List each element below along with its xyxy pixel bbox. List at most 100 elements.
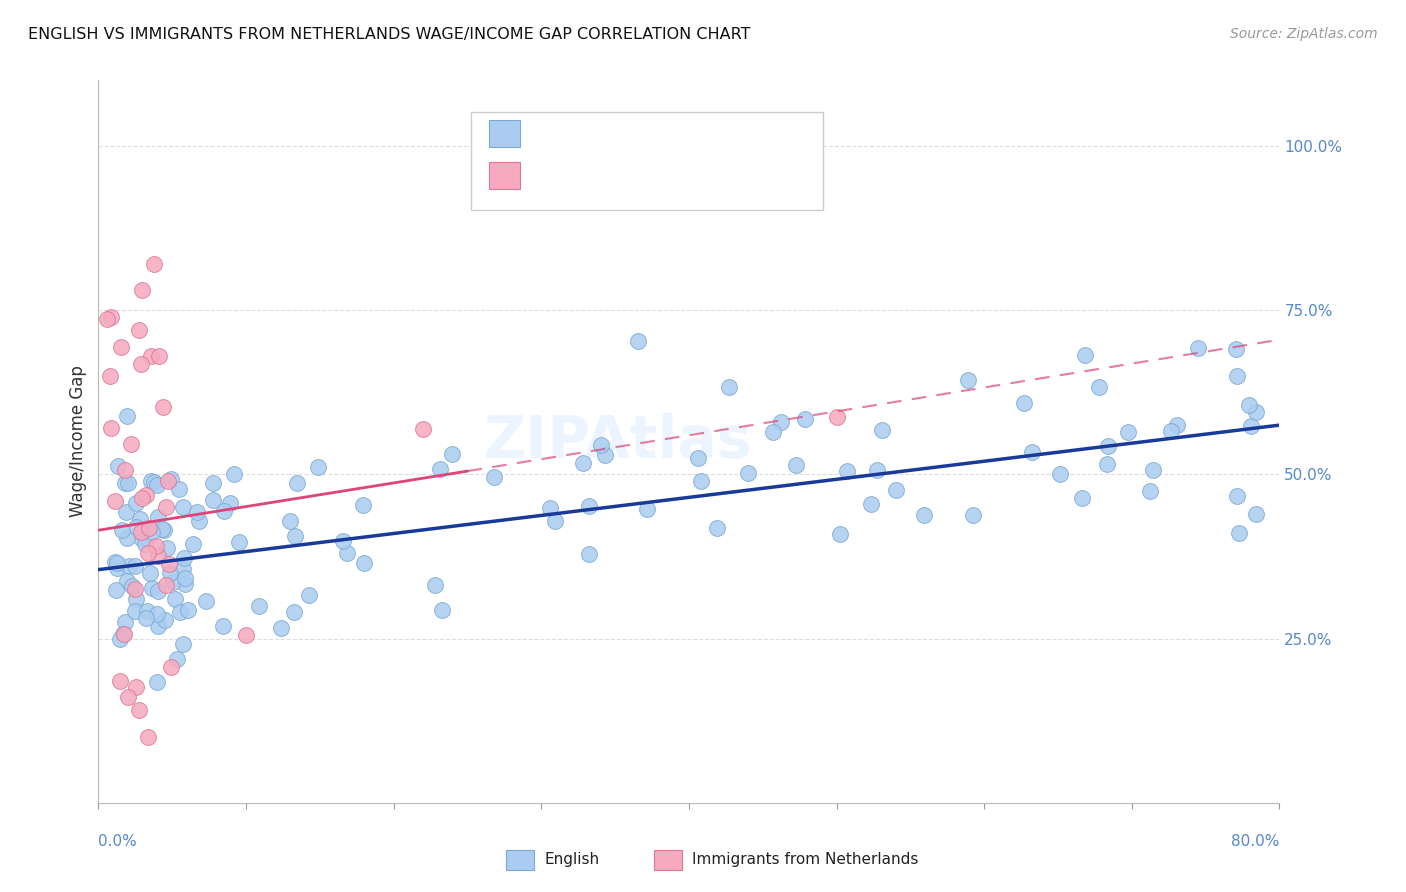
Point <box>336 546 359 560</box>
Point <box>136 546 159 560</box>
Point <box>1142 463 1164 477</box>
Point <box>108 673 131 688</box>
Point <box>441 447 464 461</box>
Point <box>187 514 209 528</box>
Point <box>146 607 169 622</box>
Point <box>155 500 177 514</box>
Point <box>962 508 984 523</box>
Point <box>129 512 152 526</box>
Text: ENGLISH VS IMMIGRANTS FROM NETHERLANDS WAGE/INCOME GAP CORRELATION CHART: ENGLISH VS IMMIGRANTS FROM NETHERLANDS W… <box>28 27 751 42</box>
Point <box>114 615 136 629</box>
Point <box>134 537 156 551</box>
Point <box>1073 347 1095 361</box>
Point <box>1049 467 1071 482</box>
Point <box>117 690 139 705</box>
Point <box>115 574 138 589</box>
Point <box>870 423 893 437</box>
Text: R =: R = <box>531 167 562 185</box>
Point <box>110 341 132 355</box>
Point <box>172 562 194 576</box>
Point <box>159 566 181 580</box>
Point <box>135 487 157 501</box>
Point <box>177 603 200 617</box>
Point <box>912 508 935 522</box>
Point <box>129 357 152 371</box>
Point <box>104 583 127 598</box>
Point <box>353 556 375 570</box>
Point <box>124 519 146 533</box>
Point <box>865 462 887 476</box>
Point <box>150 522 173 536</box>
Point <box>593 448 616 462</box>
Point <box>219 496 242 510</box>
Point <box>139 349 162 363</box>
Point <box>124 558 146 573</box>
Point <box>124 591 146 606</box>
Point <box>202 492 225 507</box>
Point <box>429 462 451 476</box>
Point <box>110 632 132 647</box>
Point <box>148 509 170 524</box>
Text: Source: ZipAtlas.com: Source: ZipAtlas.com <box>1230 27 1378 41</box>
Point <box>141 581 163 595</box>
Point <box>332 534 354 549</box>
Point <box>152 400 174 414</box>
Point <box>589 438 612 452</box>
Point <box>860 497 883 511</box>
Point <box>1012 396 1035 410</box>
Point <box>1088 379 1111 393</box>
Point <box>578 499 600 513</box>
Point <box>105 556 128 570</box>
Point <box>124 582 146 597</box>
Point <box>224 467 246 482</box>
Point <box>578 547 600 561</box>
Point <box>107 459 129 474</box>
Point <box>830 527 852 541</box>
Point <box>107 561 129 575</box>
Point <box>284 529 307 543</box>
Point <box>430 603 453 617</box>
Point <box>169 605 191 619</box>
Point <box>162 574 184 589</box>
Point <box>412 422 434 436</box>
Point <box>1187 341 1209 355</box>
Point <box>142 475 165 490</box>
Point <box>247 599 270 613</box>
Point <box>173 571 195 585</box>
Text: 0.106: 0.106 <box>574 167 621 185</box>
Point <box>117 475 139 490</box>
Point <box>112 626 135 640</box>
Text: 80.0%: 80.0% <box>1232 834 1279 849</box>
Point <box>835 464 858 478</box>
Point <box>283 605 305 619</box>
Point <box>167 482 190 496</box>
Point <box>202 476 225 491</box>
Point <box>146 618 169 632</box>
Point <box>98 368 121 383</box>
Point <box>156 474 179 488</box>
Point <box>186 505 208 519</box>
Point <box>100 310 122 324</box>
Point <box>128 323 150 337</box>
Point <box>1071 491 1094 505</box>
Point <box>1139 484 1161 499</box>
Point <box>1237 398 1260 412</box>
Point <box>155 578 177 592</box>
Point <box>96 311 118 326</box>
Point <box>235 628 257 642</box>
Point <box>104 555 127 569</box>
Point <box>1095 457 1118 471</box>
Point <box>627 334 650 348</box>
Point <box>118 558 141 573</box>
Point <box>157 557 180 571</box>
Point <box>214 503 236 517</box>
Point <box>1097 439 1119 453</box>
Text: Immigrants from Netherlands: Immigrants from Netherlands <box>692 853 918 867</box>
Point <box>138 566 160 580</box>
Point <box>762 425 785 439</box>
Point <box>163 592 186 607</box>
Point <box>1240 418 1263 433</box>
Point <box>173 551 195 566</box>
Point <box>142 257 165 271</box>
Point <box>1226 489 1249 503</box>
